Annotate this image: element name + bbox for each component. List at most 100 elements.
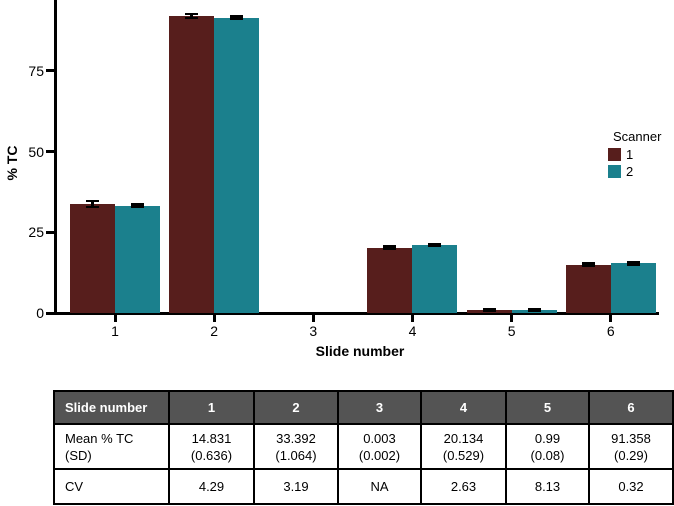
error-bar-cap (185, 16, 199, 20)
x-tick (311, 314, 315, 322)
mean-cell: 0.99 (0.08) (505, 423, 590, 470)
y-axis-line (53, 0, 57, 315)
bar-slide1-scanner1 (70, 203, 115, 313)
error-bar-cap (527, 309, 541, 313)
mean-cell: 20.134 (0.529) (420, 423, 507, 470)
cv-cell: 8.13 (505, 468, 590, 505)
error-bar-cap (482, 309, 496, 312)
sd-value: (0.529) (442, 447, 485, 463)
error-bar-cap (185, 12, 199, 16)
cv-cell: 4.29 (168, 468, 255, 505)
table-col-header: 4 (420, 390, 507, 425)
error-bar-cap (626, 260, 640, 264)
error-bar-line (91, 200, 94, 208)
bar-slide4-scanner2 (412, 245, 458, 313)
error-bar-cap (428, 243, 442, 246)
x-tick-label: 3 (309, 323, 318, 339)
bar-slide2-scanner2 (214, 17, 260, 313)
mean-cell: 0.003 (0.002) (337, 423, 422, 470)
cv-cell: NA (337, 468, 422, 505)
y-tick (46, 230, 55, 234)
bar-slide1-scanner2 (115, 205, 160, 313)
y-tick-label: 50 (28, 143, 44, 160)
error-bar-cap (230, 15, 244, 18)
table-col-header: 6 (588, 390, 674, 425)
mean-row-label: Mean % TC (SD) (53, 423, 170, 470)
cv-row-label: CV (53, 468, 170, 505)
x-tick (212, 314, 216, 322)
error-bar-cap (527, 308, 541, 311)
x-tick (510, 314, 514, 322)
legend-entry-label: 2 (626, 164, 634, 179)
error-bar-cap (581, 262, 595, 265)
bar-slide6-scanner2 (610, 263, 656, 313)
y-tick-label: 0 (36, 305, 44, 321)
x-tick-label: 6 (606, 323, 615, 339)
error-bar-cap (383, 247, 397, 251)
legend-title: Scanner (613, 129, 662, 144)
cv-cell: 0.32 (588, 468, 674, 505)
sd-value: (1.064) (275, 447, 317, 463)
y-axis-title: % TC (4, 145, 20, 181)
table-col-header: 2 (253, 390, 339, 425)
mean-value: 20.134 (443, 430, 484, 446)
x-tick (113, 314, 117, 322)
mean-value: 33.392 (276, 430, 316, 446)
table-col-header: 1 (168, 390, 255, 425)
x-tick-label: 5 (507, 323, 516, 339)
mean-cell: 14.831 (0.636) (168, 423, 255, 470)
cv-cell: 2.63 (420, 468, 507, 505)
table-row: CV 4.29 3.19 NA 2.63 8.13 0.32 (53, 468, 674, 505)
summary-table: Slide number 1 2 3 4 5 6 Mean % TC (SD) 14.831 (0… (53, 390, 674, 505)
y-tick-label: 25 (28, 224, 44, 241)
error-bar-line (190, 13, 194, 19)
error-bar-cap (86, 199, 99, 203)
y-tick (46, 311, 55, 315)
table-row: Mean % TC (SD) 14.831 (0.636) 33.392 (1.064) 0… (53, 423, 674, 470)
bar-slide2-scanner1 (169, 16, 215, 313)
sd-value: (0.636) (190, 447, 233, 463)
mean-value: 91.358 (611, 430, 651, 446)
y-tick (46, 69, 55, 73)
mean-row-label-line1: Mean % TC (65, 430, 134, 446)
y-tick-label: 75 (28, 62, 44, 79)
legend: Scanner 1 2 (608, 129, 661, 181)
x-axis-title: Slide number (315, 343, 405, 359)
table-header-row: Slide number 1 2 3 4 5 6 (53, 390, 674, 425)
mean-cell: 33.392 (1.064) (253, 423, 339, 470)
error-bar-cap (230, 17, 244, 21)
x-tick-label: 4 (408, 323, 417, 339)
mean-row-label-line2: (SD) (65, 447, 92, 463)
legend-entry-label: 1 (626, 147, 634, 162)
error-bar-cap (131, 205, 144, 209)
mean-cell: 91.358 (0.29) (588, 423, 674, 470)
mean-value: 14.831 (191, 430, 232, 446)
error-bar-cap (428, 244, 442, 248)
x-tick-label: 1 (111, 323, 119, 339)
error-bar-cap (383, 245, 397, 248)
error-bar-cap (131, 203, 144, 206)
table-col-header: 5 (505, 390, 590, 425)
error-bar-cap (482, 307, 496, 311)
error-bar-cap (626, 263, 640, 266)
x-tick-label: 2 (210, 323, 219, 339)
table-col-header: 3 (337, 390, 422, 425)
x-axis-line (53, 311, 659, 315)
legend-entry: 1 (608, 147, 661, 162)
mean-value: 0.003 (363, 430, 396, 446)
legend-entry: 2 (608, 164, 661, 179)
x-tick (609, 314, 613, 322)
table-corner-header: Slide number (53, 390, 170, 425)
y-tick (46, 150, 55, 154)
legend-swatch-scanner-1 (608, 148, 621, 161)
sd-value: (0.08) (530, 447, 565, 463)
cv-cell: 3.19 (253, 468, 339, 505)
legend-swatch-scanner-2 (608, 165, 621, 178)
bar-slide4-scanner1 (367, 247, 413, 313)
x-tick (410, 314, 414, 322)
sd-value: (0.002) (358, 447, 401, 463)
bar-chart: 0 25 50 75 1 2 3 4 5 6 % TC Slide number Scanner … (4, 0, 661, 359)
error-bar-line (235, 16, 239, 20)
sd-value: (0.29) (614, 447, 648, 463)
